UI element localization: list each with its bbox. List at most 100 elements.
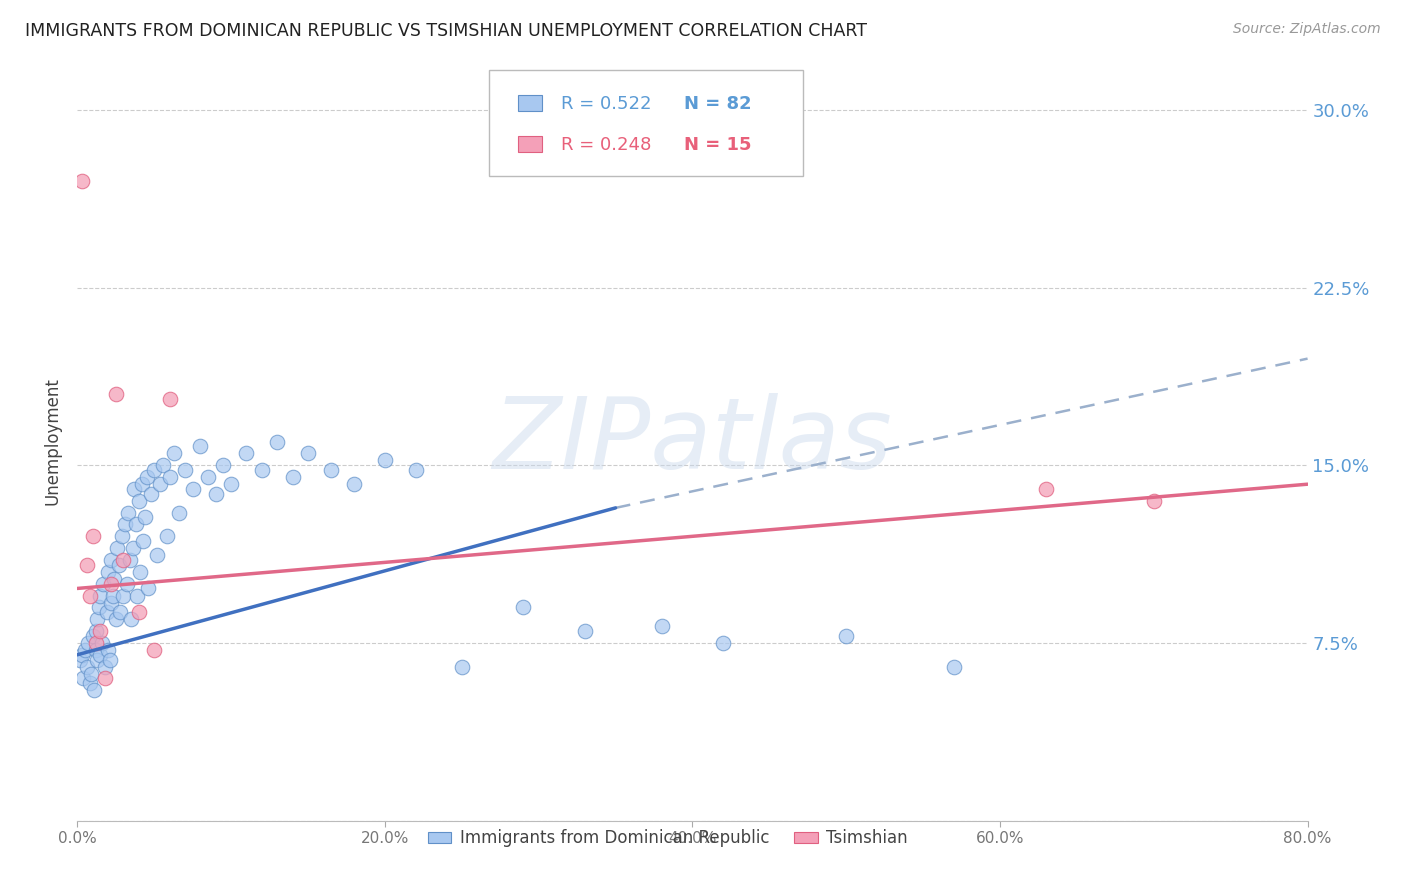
Point — [1143, 493, 1166, 508]
Legend: Immigrants from Dominican Republic, Tsimshian: Immigrants from Dominican Republic, Tsim… — [422, 822, 914, 854]
Point — [131, 477, 153, 491]
Point — [1035, 482, 1057, 496]
Point — [942, 659, 965, 673]
Point — [79, 589, 101, 603]
Point — [82, 629, 104, 643]
Point — [94, 672, 117, 686]
Point — [512, 600, 534, 615]
Point — [141, 486, 163, 500]
Point — [135, 470, 157, 484]
Point — [110, 605, 132, 619]
Point — [84, 643, 107, 657]
Point — [84, 624, 107, 639]
Point — [122, 482, 145, 496]
Point — [94, 659, 117, 673]
Point — [212, 458, 235, 473]
Point — [77, 636, 100, 650]
Point — [132, 534, 155, 549]
Point — [125, 517, 148, 532]
Point — [100, 576, 122, 591]
Point — [117, 506, 139, 520]
Text: IMMIGRANTS FROM DOMINICAN REPUBLIC VS TSIMSHIAN UNEMPLOYMENT CORRELATION CHART: IMMIGRANTS FROM DOMINICAN REPUBLIC VS TS… — [25, 22, 868, 40]
Point — [128, 493, 150, 508]
Point — [104, 612, 127, 626]
Bar — [517, 136, 543, 153]
Point — [87, 600, 110, 615]
Point — [100, 596, 122, 610]
Point — [128, 605, 150, 619]
Point — [89, 624, 111, 639]
Point — [143, 463, 166, 477]
Point — [120, 612, 142, 626]
Point — [70, 648, 93, 662]
Point — [72, 672, 94, 686]
Point — [112, 589, 135, 603]
Point — [86, 612, 108, 626]
Point — [105, 541, 128, 556]
FancyBboxPatch shape — [489, 70, 803, 177]
Point — [219, 477, 242, 491]
Point — [93, 576, 115, 591]
Point — [115, 576, 138, 591]
Point — [174, 463, 197, 477]
Point — [835, 629, 858, 643]
Point — [112, 553, 135, 567]
Text: ZIPatlas: ZIPatlas — [492, 393, 893, 490]
Point — [134, 510, 156, 524]
Point — [73, 643, 96, 657]
Point — [98, 652, 121, 666]
Point — [152, 458, 174, 473]
Point — [96, 605, 118, 619]
Point — [97, 565, 120, 579]
Text: N = 15: N = 15 — [683, 136, 751, 153]
Point — [450, 659, 472, 673]
Point — [146, 548, 169, 563]
Point — [297, 446, 319, 460]
Point — [70, 174, 93, 188]
Point — [97, 643, 120, 657]
Point — [82, 529, 104, 543]
Point — [108, 558, 131, 572]
Point — [69, 652, 91, 666]
Point — [76, 659, 98, 673]
Point — [711, 636, 734, 650]
Point — [266, 434, 288, 449]
Point — [127, 589, 149, 603]
Point — [574, 624, 596, 639]
Point — [101, 589, 124, 603]
Point — [159, 470, 181, 484]
Point — [204, 486, 226, 500]
Point — [374, 453, 396, 467]
Point — [83, 683, 105, 698]
Text: N = 82: N = 82 — [683, 95, 751, 112]
Point — [181, 482, 204, 496]
Point — [343, 477, 366, 491]
Bar — [517, 95, 543, 112]
Text: Source: ZipAtlas.com: Source: ZipAtlas.com — [1233, 22, 1381, 37]
Point — [155, 529, 177, 543]
Point — [100, 553, 122, 567]
Point — [111, 529, 134, 543]
Point — [76, 558, 98, 572]
Point — [84, 636, 107, 650]
Point — [114, 517, 136, 532]
Point — [118, 553, 141, 567]
Point — [159, 392, 181, 406]
Point — [163, 446, 186, 460]
Point — [149, 477, 172, 491]
Point — [90, 636, 114, 650]
Text: R = 0.522: R = 0.522 — [561, 95, 651, 112]
Point — [79, 676, 101, 690]
Point — [250, 463, 273, 477]
Point — [405, 463, 427, 477]
Point — [103, 572, 125, 586]
Point — [143, 643, 166, 657]
Point — [86, 652, 108, 666]
Point — [167, 506, 190, 520]
Point — [651, 619, 673, 633]
Y-axis label: Unemployment: Unemployment — [44, 377, 62, 506]
Point — [104, 387, 127, 401]
Point — [136, 582, 159, 596]
Point — [89, 648, 111, 662]
Point — [80, 666, 103, 681]
